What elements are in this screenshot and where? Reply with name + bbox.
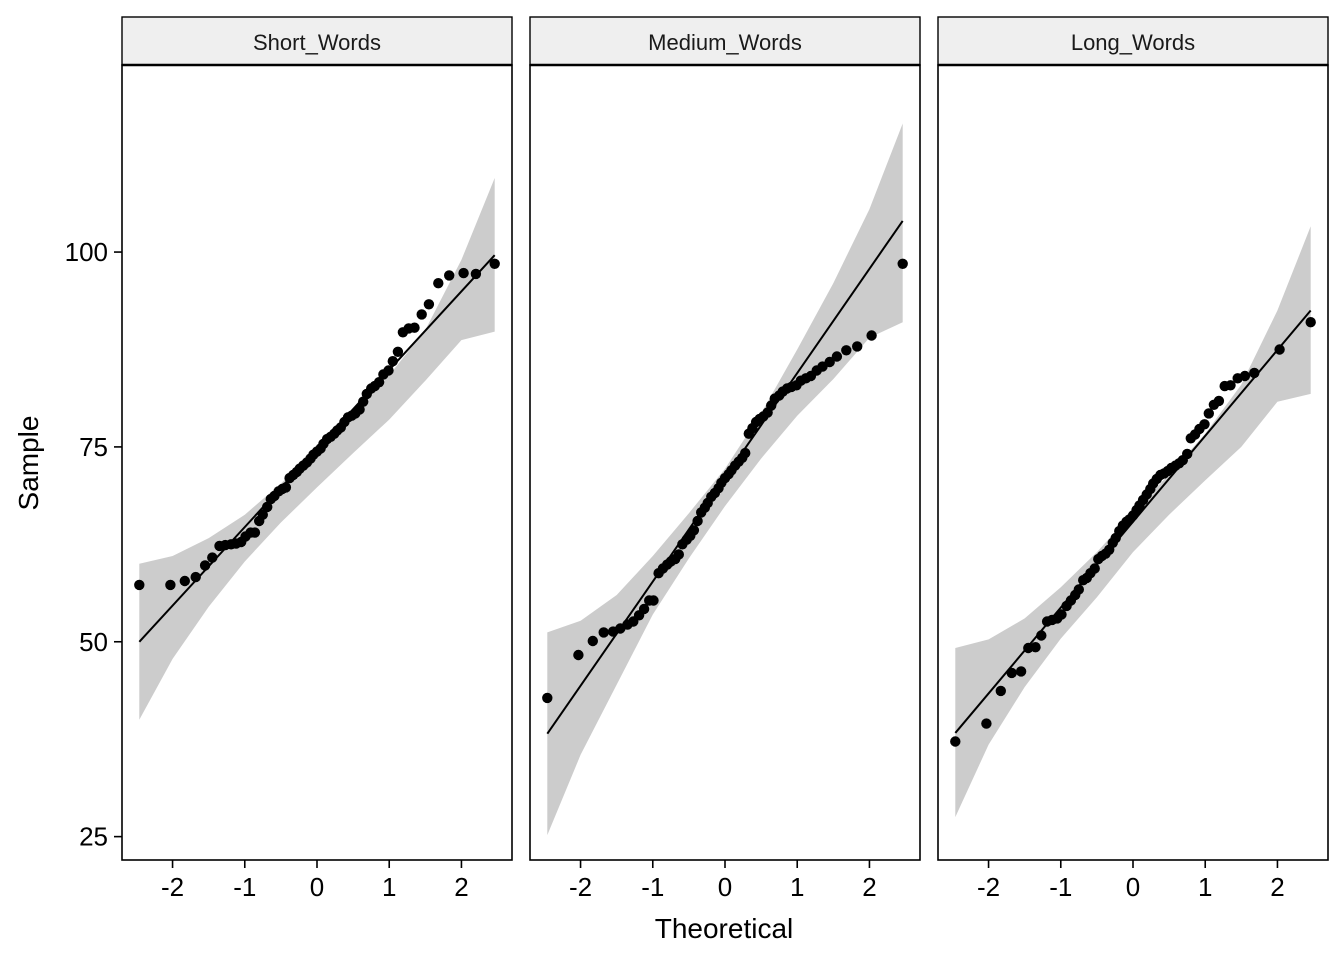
data-point-short-words-42 [354,404,365,415]
data-point-short-words-0 [134,579,145,591]
data-point-short-words-47 [373,377,385,388]
data-point-long-words-50 [1203,408,1215,419]
data-point-short-words-1 [165,579,176,591]
data-point-short-words-3 [190,571,201,583]
data-point-short-words-60 [470,268,482,280]
data-point-short-words-43 [358,396,369,407]
y-tick-label-50: 50 [79,627,108,657]
data-point-medium-words-21 [688,525,700,536]
data-point-long-words-15 [1073,584,1085,595]
data-point-long-words-2 [995,685,1006,697]
data-point-long-words-11 [1056,609,1067,620]
data-point-medium-words-2 [587,635,598,647]
x-tick-label-short-words-0: 0 [310,872,324,902]
panel-frame-medium-words [529,64,921,861]
x-tick-label-medium-words-1: 1 [790,872,804,902]
data-point-long-words-4 [1015,666,1027,677]
x-tick-label-medium-words--2: -2 [569,872,592,902]
data-point-medium-words-57 [841,345,852,356]
data-point-medium-words-60 [897,258,908,269]
data-point-medium-words-1 [573,649,584,661]
data-point-short-words-59 [458,267,469,279]
x-axis-title: Theoretical [655,913,794,944]
data-point-medium-words-0 [542,692,553,704]
facet-strip-long-words [937,16,1329,66]
data-point-medium-words-58 [852,341,863,352]
data-point-medium-words-11 [648,595,659,606]
data-point-long-words-1 [981,718,992,729]
facet-title-short-words: Short_Words [253,30,381,55]
x-tick-label-short-words--2: -2 [161,872,184,902]
data-point-short-words-55 [416,309,427,320]
x-tick-label-short-words-2: 2 [454,872,468,902]
x-tick-label-long-words-0: 0 [1126,872,1140,902]
data-point-medium-words-22 [692,515,703,527]
facet-strip-medium-words [529,16,921,66]
data-point-long-words-57 [1249,367,1260,379]
data-point-short-words-4 [199,560,211,571]
data-point-long-words-54 [1225,380,1236,391]
data-point-short-words-5 [207,552,218,563]
data-point-short-words-2 [179,575,190,587]
data-point-short-words-61 [489,258,500,269]
x-tick-label-medium-words--1: -1 [641,872,664,902]
y-tick-label-25: 25 [79,822,108,852]
x-tick-label-long-words--2: -2 [977,872,1000,902]
data-point-short-words-57 [433,278,444,289]
data-point-long-words-59 [1305,317,1316,328]
data-point-short-words-50 [387,356,398,367]
data-point-long-words-52 [1213,395,1225,407]
data-point-long-words-45 [1182,448,1193,460]
data-point-short-words-51 [392,346,404,357]
facet-title-medium-words: Medium_Words [648,30,802,55]
data-point-short-words-58 [444,270,455,281]
facet-strip-short-words [121,16,513,66]
x-tick-label-medium-words-0: 0 [718,872,732,902]
x-tick-label-medium-words-2: 2 [862,872,876,902]
x-tick-label-long-words-1: 1 [1198,872,1212,902]
y-axis-title: Sample [13,416,44,511]
data-point-medium-words-55 [824,356,835,368]
x-tick-label-long-words-2: 2 [1270,872,1284,902]
data-point-medium-words-59 [866,330,877,341]
data-point-short-words-21 [280,482,292,493]
data-point-long-words-0 [950,736,961,747]
data-point-short-words-16 [262,501,273,513]
data-point-long-words-19 [1089,563,1100,574]
y-tick-label-100: 100 [65,237,108,267]
x-tick-label-long-words--1: -1 [1049,872,1072,902]
data-point-short-words-54 [409,322,420,333]
data-point-long-words-49 [1199,419,1210,430]
data-point-medium-words-3 [598,627,609,638]
data-point-medium-words-56 [831,351,843,362]
data-point-long-words-3 [1006,667,1017,679]
data-point-short-words-56 [423,299,435,310]
data-point-medium-words-36 [740,447,751,459]
x-tick-label-short-words-1: 1 [382,872,396,902]
data-point-long-words-56 [1239,370,1251,382]
data-point-long-words-7 [1036,630,1047,641]
panel-frame-long-words [937,64,1329,861]
facet-title-long-words: Long_Words [1071,30,1195,55]
x-tick-label-short-words--1: -1 [233,872,256,902]
data-point-short-words-13 [249,527,261,538]
data-point-long-words-6 [1030,642,1041,653]
data-point-long-words-58 [1274,344,1285,355]
data-point-medium-words-17 [673,549,684,560]
data-point-short-words-49 [383,365,394,376]
data-point-medium-words-9 [638,603,650,615]
data-point-short-words-15 [257,509,268,520]
y-tick-label-75: 75 [79,432,108,462]
